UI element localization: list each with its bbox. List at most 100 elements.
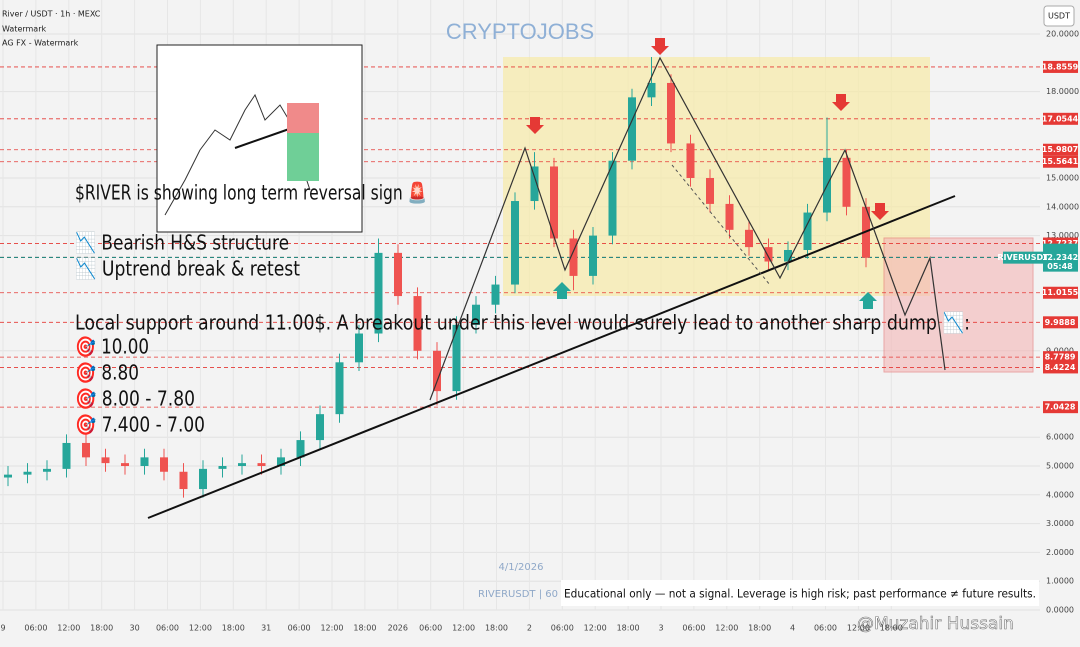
date-label: 4/1/2026 [499,562,544,573]
candle-body [511,201,519,285]
level-label: 18.8559 [1042,62,1079,71]
level-label: 12.7237 [1042,239,1078,248]
watermark: CRYPTOJOBS [446,19,594,44]
subtitle: Watermark [2,25,46,34]
level-tag [1043,351,1078,364]
level-label: 15.5641 [1042,157,1079,166]
candle-body [23,471,32,475]
candle-body [589,235,597,276]
level-tag [1043,243,1078,272]
y-tick-label: 13.0000 [1046,231,1079,240]
chart-title: River / USDT · 1h · MEXC [2,10,101,19]
y-tick-label: 0.0000 [1046,606,1074,615]
candle-body [355,333,363,363]
neckline-dash [671,164,771,286]
level-label: 8.7789 [1045,353,1076,362]
inset-target [287,133,319,181]
level-tag [1043,286,1078,299]
candle-body [43,468,51,472]
arrows-up [553,282,877,309]
candle-body [608,160,617,236]
disclaimer: Educational only — not a signal. Leverag… [564,587,1036,601]
candle-body [316,414,324,441]
candle-body [179,471,188,490]
candle-body [374,252,383,334]
level-tag [1043,155,1078,168]
y-tick-label: 4.0000 [1046,490,1074,499]
x-tick-label: 18:00 [222,624,245,633]
y-tick-label: 15.0000 [1046,173,1079,182]
y-tick-label: 20.0000 [1046,29,1079,38]
symbol-tag: RIVERUSDT [997,253,1049,262]
candle-body [706,177,714,204]
author: @Muzahir Hussain [857,614,1014,634]
x-tick-label: 18:00 [485,624,508,633]
post-headline: $RIVER is showing long term reversal sig… [75,181,427,205]
candle-body [433,350,441,392]
y-tick-label: 1.0000 [1046,577,1074,586]
level-label: 15.9807 [1042,145,1078,154]
x-tick-label: 06:00 [551,624,574,633]
level-tag [1043,401,1078,414]
x-tick-label: 18:00 [353,624,376,633]
candle-body [491,284,500,305]
x-tick-label: 18:00 [748,624,771,633]
x-tick-label: 31 [261,624,271,633]
countdown: 05:48 [1047,262,1073,271]
arrow-down [526,117,544,134]
level-tag [1043,316,1078,329]
currency-box [1043,5,1075,27]
y-tick-label: 14.0000 [1046,202,1079,211]
y-tick-label: 9.0000 [1046,346,1074,355]
candle-body [335,362,344,415]
x-tick-label: 12:00 [715,624,738,633]
arrow-up [553,282,571,299]
candle-body [277,457,285,466]
level-label: 7.0428 [1045,403,1076,412]
x-tick-label: 12:00 [57,624,80,633]
x-tick-label: 12:00 [847,624,870,633]
x-tick-label: 2 [527,624,532,633]
candle-body [160,457,168,472]
candle-body [647,82,656,98]
candle-body [101,457,110,464]
x-tick-label: 06:00 [156,624,179,633]
x-tick-label: 12:00 [584,624,607,633]
candle-body [803,212,812,250]
arrow-down [832,94,850,111]
post-target: 🎯 8.80 [75,361,139,385]
x-tick-label: 18:00 [880,624,903,633]
symbol-watermark: RIVERUSDT | 60 [478,589,558,600]
candle-body [4,474,12,478]
inset-stop [287,103,319,133]
level-tag [1043,112,1078,125]
y-tick-label: 3.0000 [1046,519,1074,528]
x-tick-label: 06:00 [24,624,47,633]
x-tick-label: 18:00 [617,624,640,633]
inset-neckline [234,127,293,149]
candle-body [257,463,266,466]
x-tick-label: 06:00 [814,624,837,633]
candle-body [569,238,578,276]
candle-body [452,324,461,392]
post-point: 📉 Bearish H&S structure [75,231,289,255]
x-tick-label: 2026 [388,624,408,633]
candle-body [842,157,851,207]
candle-body [238,463,246,466]
candle-body [530,166,539,202]
candle-body [82,442,90,458]
x-tick-label: 12:00 [452,624,475,633]
candle-body [413,296,422,351]
arrow-down [871,203,889,220]
x-tick-label: 06:00 [682,624,705,633]
level-label: 12.2342 [1042,253,1078,262]
x-tick-label: 3 [658,624,663,633]
disclaimer-box [561,580,1039,606]
post-support: Local support around 11.00$. A breakout … [75,311,970,335]
candle-body [296,440,305,458]
level-label: 17.0544 [1042,114,1079,123]
candle-body [686,143,695,178]
candle-body [62,442,71,469]
